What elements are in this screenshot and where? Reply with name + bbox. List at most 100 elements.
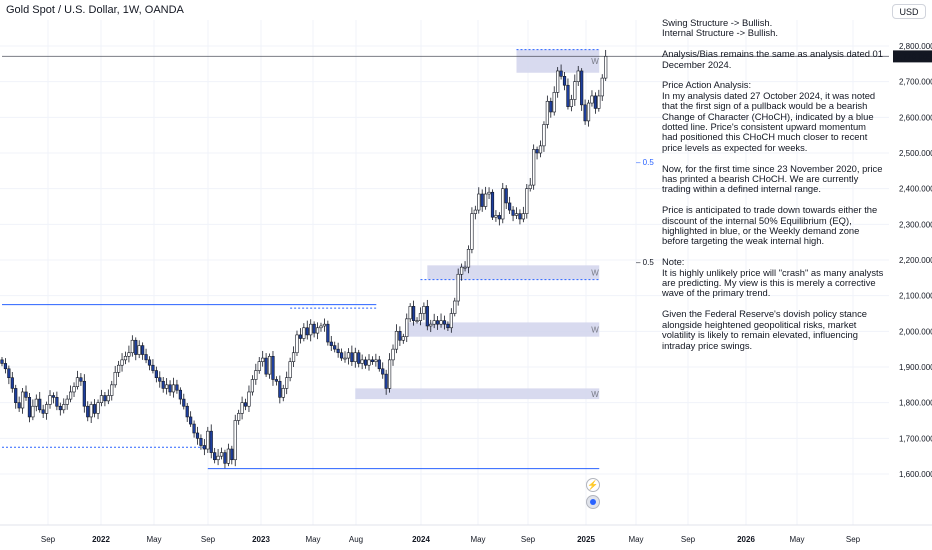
candle xyxy=(281,384,285,402)
candle xyxy=(408,303,412,323)
candle xyxy=(487,187,491,200)
candle xyxy=(103,391,107,407)
candle xyxy=(75,370,80,390)
candle xyxy=(14,384,18,409)
candle-body xyxy=(446,323,450,329)
candle xyxy=(353,347,357,368)
candle-body xyxy=(343,357,347,360)
candle-body xyxy=(466,249,471,268)
candle-body xyxy=(99,395,104,403)
candle-body xyxy=(271,355,275,380)
candle-body xyxy=(158,377,162,382)
candle xyxy=(213,447,217,464)
candle xyxy=(422,302,426,320)
candle-body xyxy=(309,323,313,336)
candle-body xyxy=(209,430,213,453)
candle-body xyxy=(0,359,4,364)
candle-body xyxy=(34,398,38,407)
candle xyxy=(154,366,158,383)
candle xyxy=(130,335,134,357)
candle xyxy=(89,401,93,423)
price-tick-label: 2,400.000 xyxy=(899,185,932,194)
candle-body xyxy=(113,372,117,386)
candle-body xyxy=(305,327,309,336)
candle-body xyxy=(514,213,519,216)
candle xyxy=(387,353,392,393)
candle xyxy=(370,356,375,365)
candle xyxy=(113,365,117,388)
candle xyxy=(151,359,155,374)
candle xyxy=(274,376,279,386)
price-axis[interactable]: 1,600.000 1,700.000 1,800.000 1,900.000 2,00… xyxy=(893,42,932,479)
time-axis[interactable]: Sep 2022 May Sep 2023 May Aug 2024 May Sep 2025 May… xyxy=(41,535,861,544)
candle-body xyxy=(72,386,76,393)
candle xyxy=(192,420,196,438)
candle-body xyxy=(497,215,501,220)
candle-body xyxy=(58,405,62,411)
candle xyxy=(99,389,104,407)
candle xyxy=(0,357,4,367)
candle xyxy=(3,358,8,374)
candle-body xyxy=(411,306,416,321)
candle-body xyxy=(219,452,224,457)
candle-body xyxy=(288,361,292,378)
candle xyxy=(106,389,110,405)
candle xyxy=(189,411,193,427)
candle-body xyxy=(51,395,56,398)
candle xyxy=(219,447,224,460)
candle xyxy=(237,409,241,425)
currency-button[interactable]: USD xyxy=(892,4,926,19)
candle-body xyxy=(583,104,587,122)
candle xyxy=(381,362,385,379)
candle-body xyxy=(573,81,577,100)
time-tick-label: 2023 xyxy=(252,535,270,544)
candle-body xyxy=(456,273,460,302)
candle-body xyxy=(394,331,399,350)
candle-body xyxy=(556,70,560,93)
candle-body xyxy=(161,380,165,389)
candle xyxy=(501,182,505,224)
zones-layer: W W W W xyxy=(355,49,600,400)
candle xyxy=(240,396,244,420)
candle-body xyxy=(55,397,59,407)
candle xyxy=(336,342,340,358)
candle xyxy=(405,313,409,343)
candle xyxy=(305,320,309,340)
zone-label: W xyxy=(591,390,599,399)
time-tick-label: May xyxy=(470,535,485,544)
time-tick-label: Sep xyxy=(846,535,861,544)
candle-body xyxy=(278,380,282,398)
candle-body xyxy=(38,398,42,411)
candle xyxy=(391,344,395,366)
event-flag-icon[interactable] xyxy=(586,495,600,509)
price-tick-label: 2,600.000 xyxy=(899,113,932,122)
price-tick-label: 2,200.000 xyxy=(899,256,932,265)
candle-body xyxy=(484,193,488,207)
candle-body xyxy=(141,345,145,355)
candle-body xyxy=(453,300,457,314)
candle-body xyxy=(223,452,227,464)
candle xyxy=(470,207,474,254)
candle xyxy=(209,424,213,459)
candle xyxy=(480,189,484,212)
price-tick-label: 1,600.000 xyxy=(899,470,932,479)
note-structure: Swing Structure -> Bullish. Internal Str… xyxy=(662,17,778,39)
candle xyxy=(144,348,148,364)
candle-body xyxy=(134,339,138,355)
candle-body xyxy=(463,266,467,269)
candle xyxy=(583,99,587,125)
candle xyxy=(319,322,323,332)
candle-body xyxy=(14,388,18,403)
lightning-icon[interactable]: ⚡ xyxy=(586,478,600,492)
price-tick-label: 2,100.000 xyxy=(899,292,932,301)
candle xyxy=(82,374,86,413)
candle-body xyxy=(295,334,299,354)
candle-body xyxy=(326,323,330,343)
candle xyxy=(326,320,330,346)
candle-body xyxy=(62,404,66,411)
candle-body xyxy=(504,188,508,204)
candle-body xyxy=(322,323,327,327)
candle-body xyxy=(415,320,419,322)
candle xyxy=(597,89,601,112)
